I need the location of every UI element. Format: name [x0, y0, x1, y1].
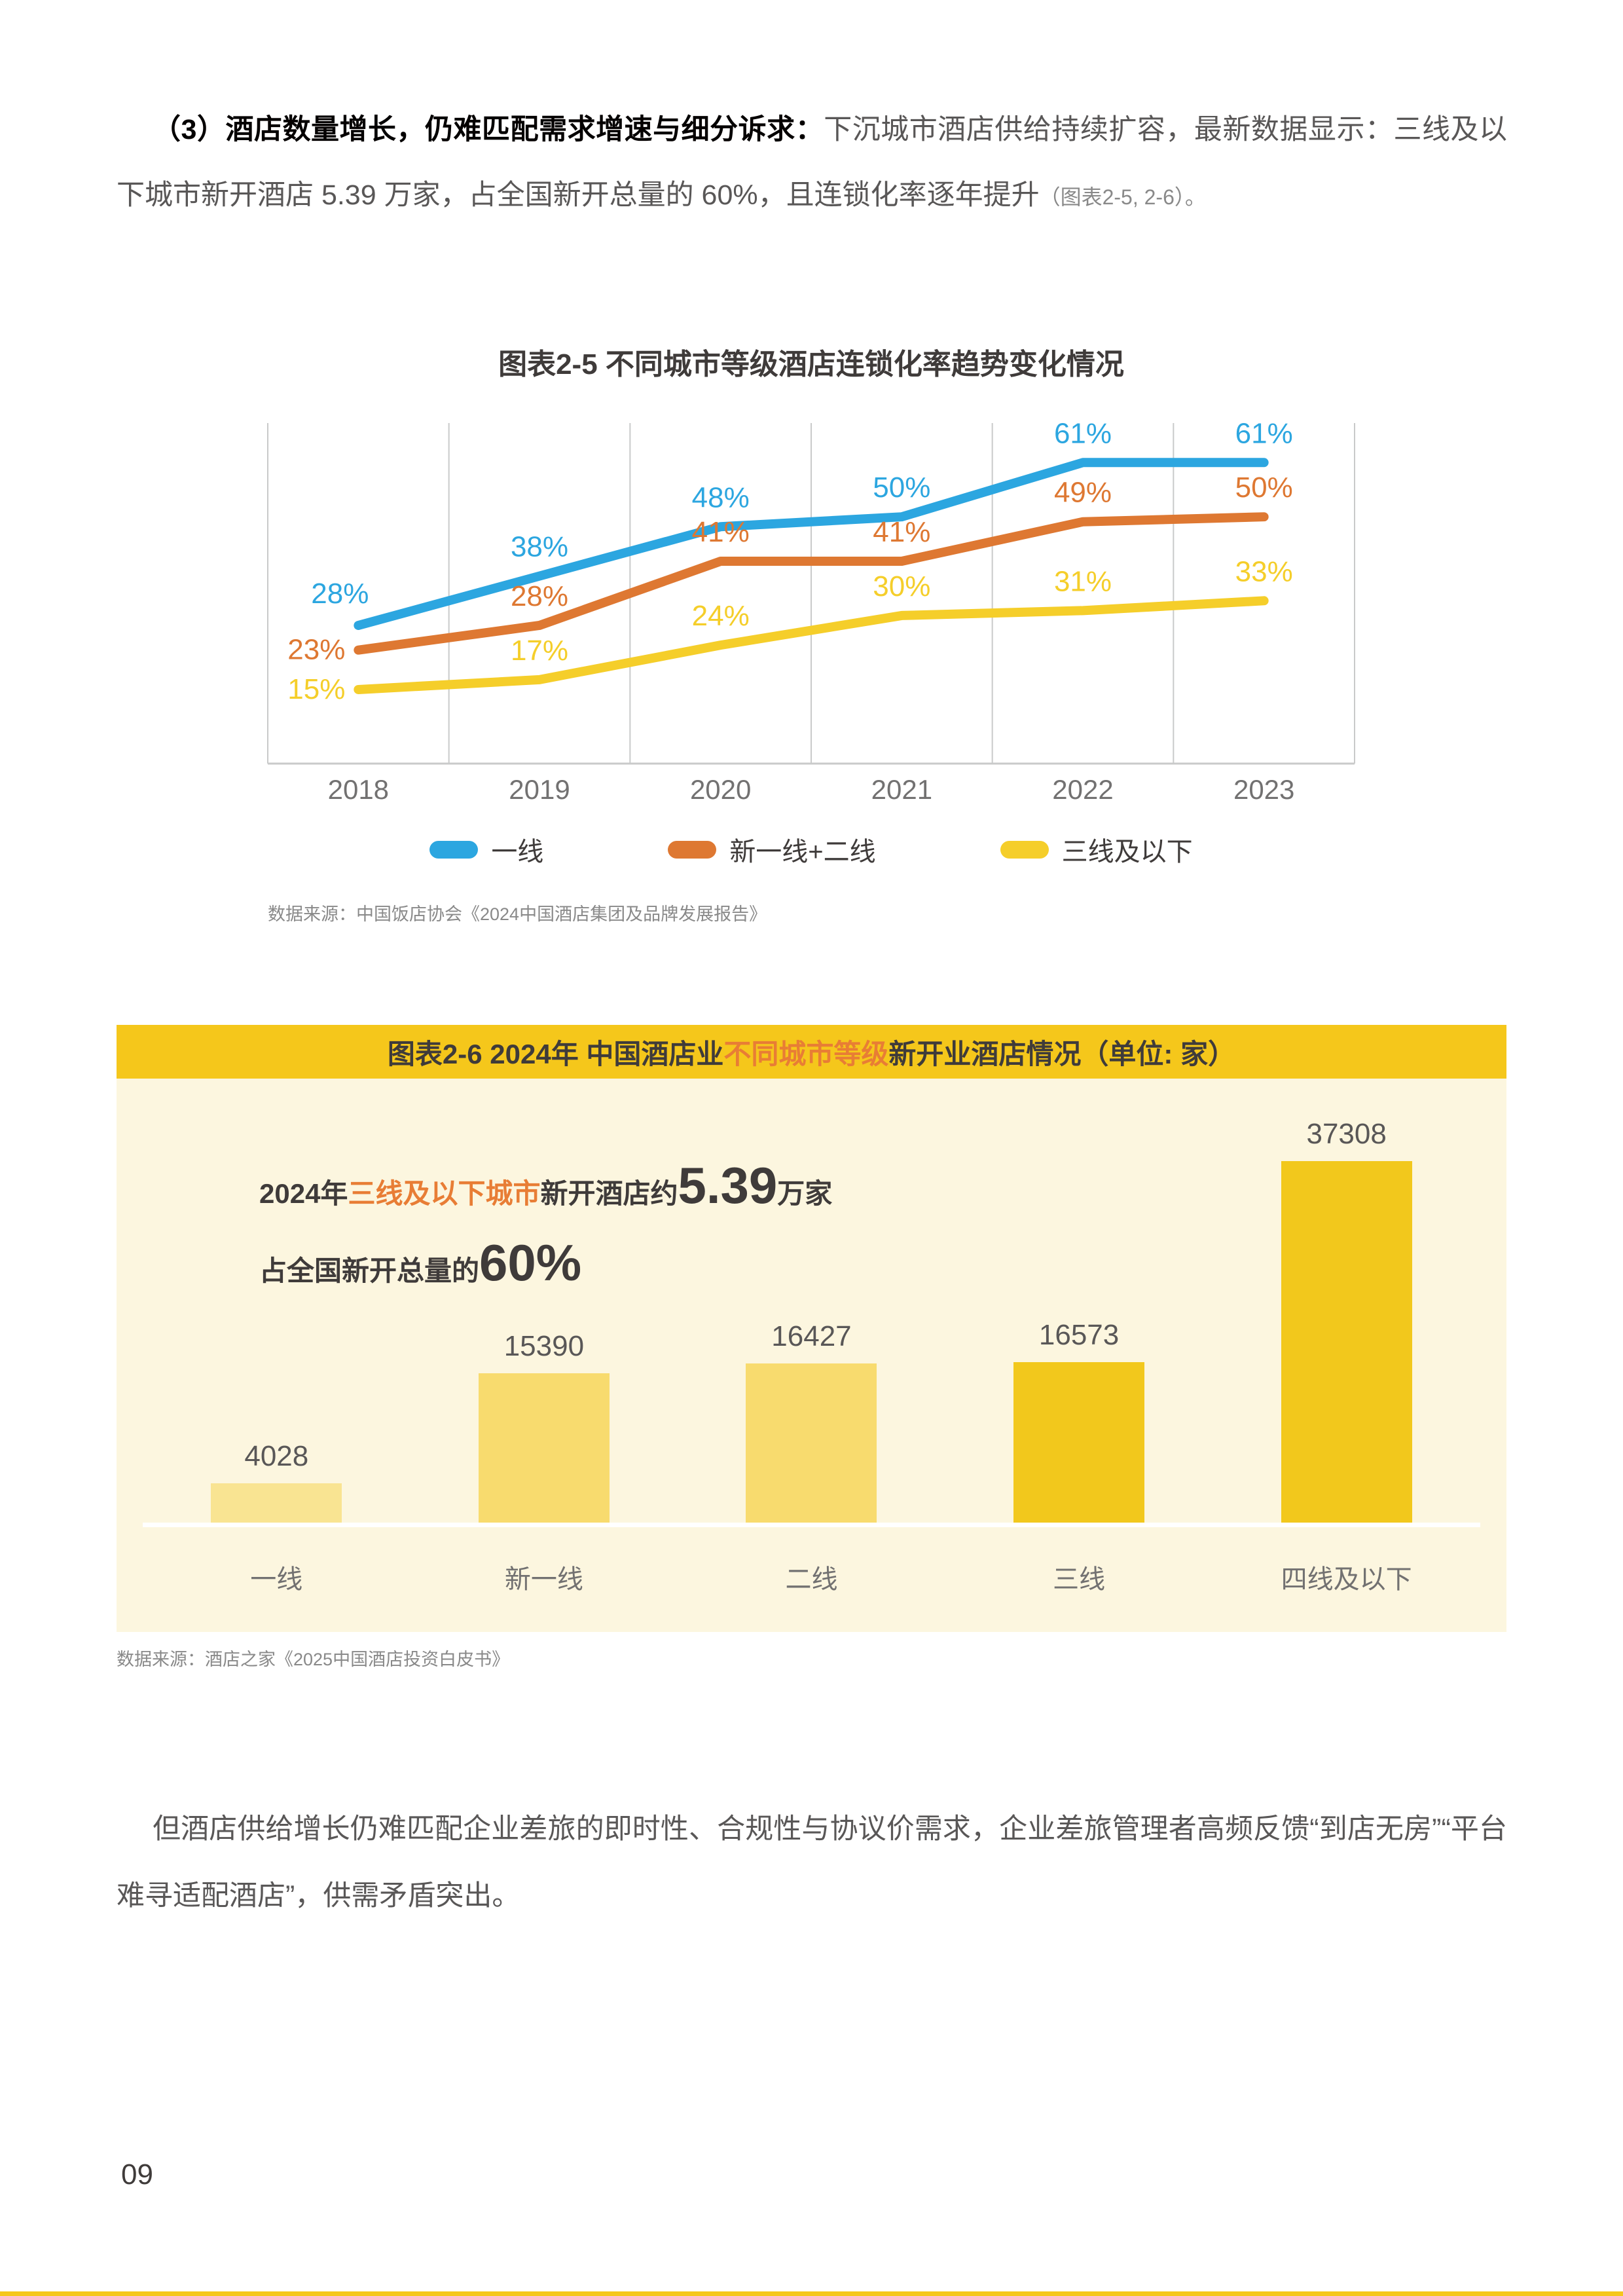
legend-swatch — [668, 840, 717, 859]
closing-paragraph: 但酒店供给增长仍难匹配企业差旅的即时性、合规性与协议价需求，企业差旅管理者高频反… — [117, 1796, 1507, 1929]
bar — [1281, 1161, 1412, 1523]
footer-accent-bar — [0, 2291, 1623, 2296]
bar-value-label: 4028 — [244, 1440, 309, 1472]
annotation-text: 新开酒店约 — [540, 1178, 678, 1209]
bar — [1013, 1362, 1145, 1523]
annotation-highlight: 三线及以下城市 — [348, 1178, 541, 1209]
legend-item-tier3-below: 三线及以下 — [1000, 830, 1193, 868]
svg-text:17%: 17% — [511, 635, 568, 667]
svg-text:61%: 61% — [1054, 417, 1112, 449]
svg-text:49%: 49% — [1054, 477, 1112, 509]
bar — [478, 1373, 610, 1523]
bar-category-label: 新一线 — [504, 1565, 583, 1594]
chart-legend: 一线 新一线+二线 三线及以下 — [268, 830, 1355, 868]
svg-text:28%: 28% — [311, 578, 369, 610]
bar-column: 4028 — [143, 1440, 410, 1523]
line-chart-section: 图表2-5 不同城市等级酒店连锁化率趋势变化情况 28% 38% 48% 50% 61%… — [267, 341, 1355, 925]
svg-text:33%: 33% — [1235, 555, 1293, 587]
svg-text:30%: 30% — [873, 570, 930, 602]
bar — [211, 1483, 342, 1523]
svg-text:28%: 28% — [511, 580, 568, 612]
annotation-text: 2024年 — [259, 1178, 348, 1209]
bar-value-label: 16573 — [1038, 1319, 1120, 1351]
bar-chart: 4028 15390 16427 16573 37308 — [143, 1118, 1480, 1527]
svg-text:61%: 61% — [1235, 417, 1293, 449]
bar-column: 16573 — [945, 1319, 1213, 1523]
legend-label: 三线及以下 — [1061, 838, 1193, 866]
bar-column: 37308 — [1213, 1118, 1480, 1523]
bar-column: 16427 — [678, 1320, 945, 1523]
legend-item-tier1: 一线 — [429, 830, 543, 868]
svg-text:41%: 41% — [873, 516, 930, 548]
x-axis-label: 2020 — [689, 774, 752, 805]
svg-text:50%: 50% — [1235, 472, 1293, 504]
figure-reference: （图表2-5, 2-6）。 — [1039, 185, 1206, 209]
annotation-text: 占全国新开总量的 — [259, 1255, 480, 1286]
intro-paragraph: （3）酒店数量增长，仍难匹配需求增速与细分诉求：下沉城市酒店供给持续扩容，最新数… — [117, 97, 1507, 230]
line-chart-title: 图表2-5 不同城市等级酒店连锁化率趋势变化情况 — [498, 348, 1124, 380]
bar-column: 15390 — [410, 1330, 678, 1523]
bar-value-label: 15390 — [503, 1330, 585, 1362]
data-source-note: 数据来源：中国饭店协会《2024中国酒店集团及品牌发展报告》 — [268, 904, 767, 924]
bar-category-label: 一线 — [250, 1565, 303, 1594]
x-axis-label: 2019 — [509, 774, 570, 805]
bar-chart-body: 2024年 三线及以下城市 新开酒店约 5.39 万家 占全国新开总量的 60% 4028… — [117, 1079, 1506, 1632]
data-source-note: 数据来源：酒店之家《2025中国酒店投资白皮书》 — [117, 1650, 510, 1669]
bar-chart-section: 图表2-6 2024年 中国酒店业 不同城市等级 新开业酒店情况（单位: 家） 20… — [117, 1025, 1506, 1632]
svg-text:31%: 31% — [1054, 565, 1112, 597]
bar-value-label: 16427 — [771, 1320, 852, 1352]
bar-category-label: 四线及以下 — [1281, 1565, 1412, 1594]
annotation-text: 万家 — [777, 1178, 833, 1209]
legend-label: 一线 — [491, 838, 544, 866]
legend-item-newtier1-tier2: 新一线+二线 — [668, 830, 876, 868]
annotation-line-1: 2024年 三线及以下城市 新开酒店约 5.39 万家 — [259, 1156, 832, 1233]
x-axis-label: 2021 — [871, 774, 933, 805]
svg-text:24%: 24% — [692, 600, 750, 632]
svg-text:38%: 38% — [511, 531, 568, 563]
svg-text:41%: 41% — [692, 516, 750, 548]
bar-chart-title-suffix: 新开业酒店情况（单位: 家） — [888, 1038, 1236, 1069]
bar — [746, 1363, 877, 1523]
bar-chart-title-highlight: 不同城市等级 — [723, 1038, 889, 1069]
line-chart-canvas: 28% 38% 48% 50% 61% 61% 23% 28% 41% 41% 49% 50% 15% 1… — [267, 417, 1355, 765]
annotation-line-2: 占全国新开总量的 60% — [259, 1233, 832, 1310]
bar-category-label: 三线 — [1053, 1565, 1106, 1594]
svg-text:50%: 50% — [873, 472, 930, 504]
intro-lead-text: （3）酒店数量增长，仍难匹配需求增速与细分诉求： — [153, 114, 824, 145]
intro-body-text: 下沉城市酒店供给持续扩容，最新数据显示：三线及以下城市新开酒店 5.39 万家，… — [117, 114, 1508, 211]
bar-value-label: 37308 — [1306, 1118, 1387, 1150]
legend-swatch — [1000, 840, 1049, 859]
bar-chart-title-bar: 图表2-6 2024年 中国酒店业 不同城市等级 新开业酒店情况（单位: 家） — [117, 1025, 1506, 1079]
x-axis-label: 2023 — [1233, 774, 1295, 805]
line-chart: 28% 38% 48% 50% 61% 61% 23% 28% 41% 41% 49% 50% 15% 1… — [267, 417, 1355, 765]
legend-label: 新一线+二线 — [729, 838, 876, 866]
page-number: 09 — [121, 2158, 153, 2191]
x-axis-label: 2018 — [327, 774, 390, 805]
svg-text:23%: 23% — [287, 634, 345, 666]
bar-category-labels: 一线 新一线 二线 三线 四线及以下 — [143, 1558, 1480, 1596]
bar-category-label: 二线 — [785, 1565, 838, 1594]
x-axis-label: 2022 — [1052, 774, 1114, 805]
x-axis-labels: 2018 2019 2020 2021 2022 2023 — [268, 774, 1355, 805]
bar-chart-title-prefix: 图表2-6 2024年 中国酒店业 — [387, 1038, 724, 1069]
svg-text:15%: 15% — [287, 673, 345, 705]
legend-swatch — [429, 840, 479, 859]
annotation-big-number: 60% — [479, 1234, 582, 1291]
annotation-big-number: 5.39 — [678, 1157, 778, 1214]
closing-text: 但酒店供给增长仍难匹配企业差旅的即时性、合规性与协议价需求，企业差旅管理者高频反… — [117, 1813, 1507, 1912]
chart-annotation: 2024年 三线及以下城市 新开酒店约 5.39 万家 占全国新开总量的 60% — [259, 1156, 832, 1310]
svg-text:48%: 48% — [692, 481, 750, 513]
